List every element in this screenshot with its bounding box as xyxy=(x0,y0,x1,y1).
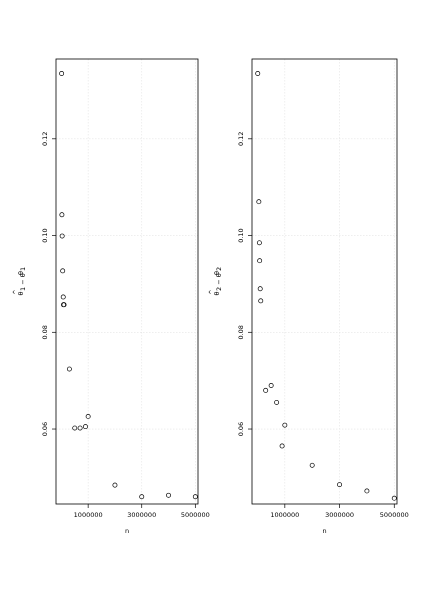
x-axis-label: n xyxy=(322,527,326,535)
data-point xyxy=(112,482,118,488)
y-axis-label-hat: ^ xyxy=(12,289,20,294)
y-tick-label: 0.10 xyxy=(41,228,49,242)
data-point xyxy=(256,240,262,246)
y-tick-label: 0.08 xyxy=(41,325,49,339)
data-point xyxy=(337,482,342,488)
x-tick-label: 1000000 xyxy=(74,511,103,519)
y-tick-label: 0.12 xyxy=(41,132,49,146)
x-tick-label: 3000000 xyxy=(127,511,156,519)
y-axis-label-theta2: θ xyxy=(17,271,25,275)
data-point xyxy=(274,399,280,405)
y-axis-label: θ^1 − θθ1 xyxy=(12,267,28,296)
y-axis-label-sub: 2 xyxy=(215,267,223,271)
data-point xyxy=(66,366,72,372)
data-point xyxy=(282,422,288,428)
data-point xyxy=(61,302,67,308)
y-axis-label-hat: ^ xyxy=(208,289,216,294)
data-point xyxy=(60,268,66,274)
y-tick-label: 0.10 xyxy=(237,228,245,242)
data-point xyxy=(59,233,65,239)
y-axis-label-theta: θ xyxy=(17,292,25,296)
y-axis-label: θ^2 − θθ2 xyxy=(208,267,224,296)
data-point xyxy=(60,294,66,300)
x-tick-label: 1000000 xyxy=(270,511,299,519)
data-point xyxy=(166,492,171,498)
data-point xyxy=(59,71,65,76)
data-point xyxy=(72,425,78,431)
scatter-panel-theta1: 1000000 3000000 50000000.060.080.100.12nθ^… xyxy=(12,58,210,535)
x-tick-label: 5000000 xyxy=(380,511,409,519)
data-point xyxy=(59,212,65,218)
y-axis-label-theta2: θ xyxy=(213,271,221,275)
data-point xyxy=(268,383,274,388)
data-point xyxy=(139,494,145,500)
y-axis-label-mid: 2 − θ xyxy=(215,273,223,291)
data-point xyxy=(391,495,397,501)
x-axis-label: n xyxy=(125,527,129,535)
data-point xyxy=(279,443,285,449)
scatter-panel-theta2: 1000000 3000000 50000000.060.080.100.12nθ^… xyxy=(208,58,409,535)
data-point xyxy=(192,494,198,500)
y-tick-label: 0.12 xyxy=(237,132,245,146)
y-tick-label: 0.08 xyxy=(237,325,245,339)
data-point xyxy=(257,286,263,292)
x-tick-label: 3000000 xyxy=(325,511,354,519)
y-axis-label-mid: 1 − θ xyxy=(19,273,27,291)
plot-frame xyxy=(251,58,398,505)
data-point xyxy=(257,258,263,264)
y-tick-label: 0.06 xyxy=(237,422,245,436)
data-point xyxy=(364,488,370,494)
data-point xyxy=(258,298,264,304)
data-point xyxy=(85,414,91,419)
data-point xyxy=(77,425,83,431)
x-tick-label: 5000000 xyxy=(181,511,210,519)
data-point xyxy=(83,424,88,430)
data-point xyxy=(256,199,262,205)
y-axis-label-theta: θ xyxy=(213,292,221,296)
data-point xyxy=(309,462,315,468)
data-point xyxy=(263,387,269,393)
data-point xyxy=(255,71,261,76)
plot-frame xyxy=(55,58,199,505)
y-axis-label-sub: 1 xyxy=(19,267,27,271)
y-tick-label: 0.06 xyxy=(41,422,49,436)
